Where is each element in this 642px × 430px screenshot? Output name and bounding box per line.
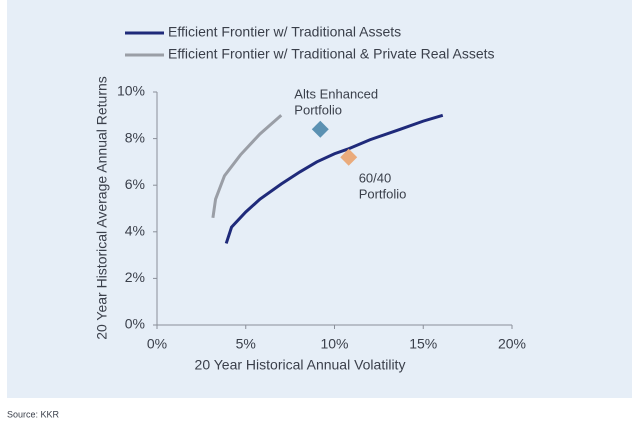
panel: [7, 0, 632, 398]
y-tick-label: 8%: [125, 129, 145, 145]
portfolio-marker: [311, 120, 329, 138]
legend-label: Efficient Frontier w/ Traditional & Priv…: [168, 46, 495, 62]
legend-label: Efficient Frontier w/ Traditional Assets: [168, 24, 401, 40]
y-tick-label: 6%: [125, 176, 145, 192]
x-tick-label: 5%: [236, 336, 256, 352]
x-tick-label: 10%: [320, 336, 348, 352]
y-tick-label: 0%: [125, 316, 145, 332]
y-tick-label: 4%: [125, 223, 145, 239]
x-tick-label: 15%: [409, 336, 437, 352]
point-label: Portfolio: [359, 187, 407, 202]
x-axis-title: 20 Year Historical Annual Volatility: [195, 357, 406, 373]
point-label: Alts Enhanced: [294, 87, 378, 102]
source: Source: KKR: [7, 409, 60, 419]
point-label: 60/40: [359, 171, 392, 186]
point-label: Portfolio: [294, 103, 342, 118]
portfolio-marker: [340, 148, 358, 166]
y-tick-label: 10%: [117, 83, 145, 99]
y-tick-label: 2%: [125, 269, 145, 285]
series-line: [211, 114, 283, 219]
x-tick-label: 0%: [147, 336, 167, 352]
x-tick-label: 20%: [498, 336, 526, 352]
series-line: [224, 113, 444, 244]
y-axis-title: 20 Year Historical Average Annual Return…: [94, 76, 110, 340]
